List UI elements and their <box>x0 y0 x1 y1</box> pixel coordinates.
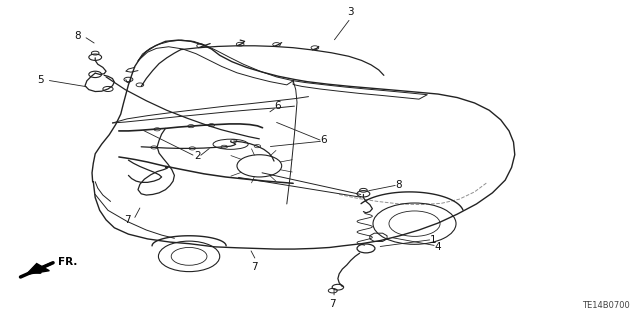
Text: 1: 1 <box>430 235 436 246</box>
Text: 8: 8 <box>396 180 402 190</box>
Text: 7: 7 <box>124 215 131 225</box>
Polygon shape <box>26 263 49 274</box>
Text: 6: 6 <box>274 100 281 110</box>
Text: 5: 5 <box>38 75 44 85</box>
Text: 8: 8 <box>74 31 81 41</box>
Text: 6: 6 <box>320 136 326 145</box>
Text: 3: 3 <box>348 7 354 17</box>
Text: 4: 4 <box>435 242 441 252</box>
Text: FR.: FR. <box>58 257 77 267</box>
Text: 7: 7 <box>252 262 258 272</box>
Text: 7: 7 <box>330 299 336 309</box>
Text: TE14B0700: TE14B0700 <box>582 301 630 310</box>
Text: 2: 2 <box>194 151 201 161</box>
